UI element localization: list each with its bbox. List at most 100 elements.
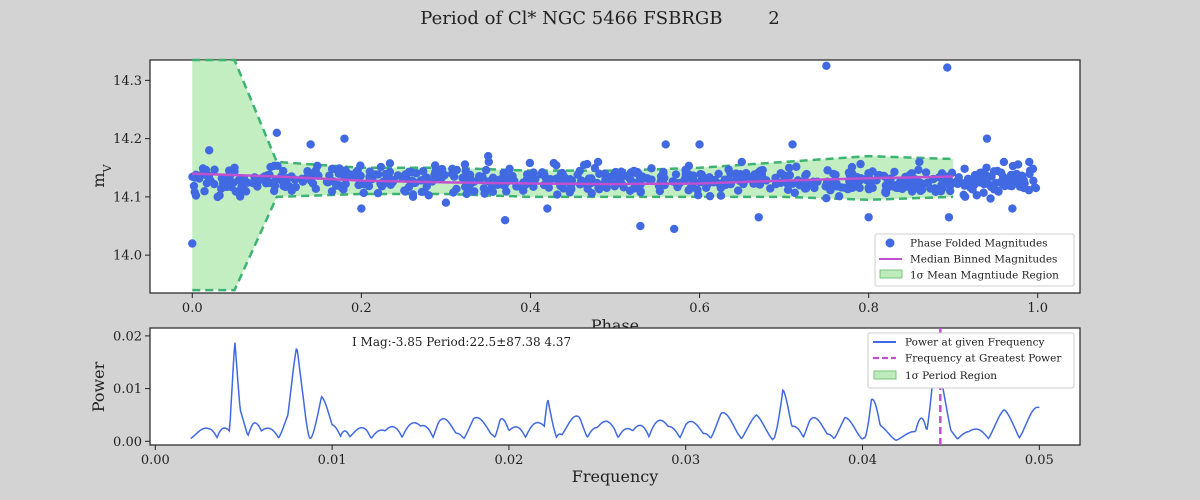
x-tick-label: 1.0: [1027, 301, 1048, 316]
data-point: [906, 182, 915, 191]
data-point: [629, 184, 639, 193]
data-point: [890, 167, 899, 177]
data-point: [463, 180, 472, 189]
data-point: [895, 178, 904, 187]
phase-y-label: mV: [89, 163, 114, 187]
data-point: [1028, 164, 1038, 174]
data-point: [989, 167, 999, 176]
data-point: [341, 179, 350, 189]
data-point: [418, 167, 428, 176]
legend-median-label: Median Binned Magnitudes: [910, 254, 1057, 266]
data-point: [790, 188, 799, 198]
data-point: [539, 180, 549, 190]
data-point: [327, 164, 337, 174]
data-point: [449, 188, 458, 197]
data-point: [272, 128, 282, 138]
data-point: [701, 183, 711, 192]
x-tick-label: 0.0: [182, 301, 203, 316]
data-point: [525, 158, 535, 168]
data-point: [1030, 183, 1039, 192]
data-point: [788, 140, 797, 149]
data-point: [332, 181, 341, 190]
data-point: [364, 181, 374, 191]
data-point: [237, 185, 246, 194]
data-point: [792, 162, 801, 171]
data-point: [531, 174, 540, 184]
data-point: [565, 188, 575, 197]
data-point: [732, 174, 741, 183]
phase-legend-box: [874, 233, 1075, 287]
data-point: [921, 168, 931, 177]
x-tick-label: 0.8: [858, 301, 879, 316]
data-point: [584, 174, 594, 183]
data-point: [783, 179, 792, 189]
data-point: [994, 187, 1003, 196]
data-point: [265, 178, 275, 188]
legend-period-band-label: 1σ Period Region: [905, 370, 997, 382]
data-point: [400, 186, 410, 195]
data-point: [953, 179, 962, 189]
y-tick-label: 14.2: [113, 132, 142, 147]
data-point: [776, 169, 786, 178]
x-tick-label: 0.02: [494, 453, 523, 468]
data-point: [626, 175, 635, 185]
data-point: [1008, 204, 1017, 213]
data-point: [982, 171, 991, 180]
data-point: [801, 171, 810, 180]
data-point: [976, 168, 985, 178]
power-y-ticks: 0.00 0.01 0.02: [113, 329, 150, 450]
phase-legend: Phase Folded Magnitudes Median Binned Ma…: [874, 233, 1075, 287]
data-point: [999, 157, 1009, 167]
phase-panel: 0.0 0.2 0.4 0.6 0.8 1.0 14.0 14.1 14.2 14.3 Phas…: [89, 58, 1081, 335]
data-point: [573, 170, 582, 179]
data-point: [944, 213, 954, 222]
median-line-group: [192, 172, 954, 186]
chart-title: Period of Cl* NGC 5466 FSBRGB 2: [420, 8, 779, 29]
data-point: [943, 63, 952, 72]
data-point: [716, 191, 726, 200]
data-point: [553, 190, 562, 199]
data-point: [587, 189, 596, 198]
legend-scatter-label: Phase Folded Magnitudes: [910, 238, 1048, 250]
data-point: [335, 164, 344, 173]
x-tick-label: 0.4: [520, 301, 541, 316]
periodogram-legend-box: [867, 332, 1075, 389]
data-point: [234, 175, 243, 185]
data-point: [945, 186, 955, 196]
data-point: [424, 191, 433, 200]
data-point: [986, 194, 995, 203]
data-point: [636, 188, 645, 197]
data-point: [430, 161, 440, 170]
power-line: [190, 342, 1040, 442]
data-point: [714, 169, 723, 179]
data-point: [905, 174, 914, 183]
data-point: [847, 162, 857, 172]
data-point: [374, 170, 383, 179]
sigma-lower-edge: [192, 192, 954, 292]
x-tick-label: 0.01: [318, 453, 347, 468]
data-point: [823, 166, 832, 175]
data-point: [273, 161, 282, 171]
x-tick-label: 0.00: [141, 453, 170, 468]
phase-x-ticks: 0.0 0.2 0.4 0.6 0.8 1.0: [182, 293, 1048, 316]
data-point: [344, 172, 354, 181]
data-point: [959, 190, 968, 200]
median-line: [192, 172, 954, 186]
data-point: [785, 171, 795, 180]
data-point: [559, 184, 568, 193]
data-point: [1008, 170, 1018, 180]
data-point: [253, 182, 262, 191]
data-point: [325, 171, 334, 180]
data-point: [365, 167, 375, 176]
x-tick-label: 0.04: [848, 453, 877, 468]
freq-x-ticks: 0.00 0.01 0.02 0.03 0.04 0.05: [141, 445, 1054, 468]
data-point: [476, 174, 485, 183]
data-point: [462, 189, 471, 199]
data-point: [1029, 176, 1038, 186]
data-point: [629, 166, 639, 176]
data-point: [480, 189, 489, 198]
data-point: [693, 185, 702, 195]
data-point: [250, 173, 259, 182]
data-point: [579, 160, 589, 170]
data-point: [682, 171, 691, 181]
